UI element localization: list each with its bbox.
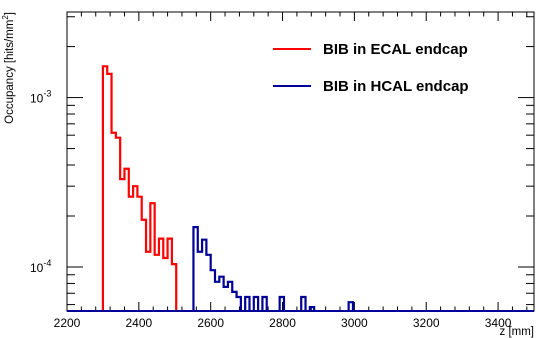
x-tick-label: 2800	[269, 316, 296, 330]
x-axis-ticks: 2200 2400 2600 2800 3000 3200 3400	[54, 12, 528, 330]
histogram-series	[67, 65, 534, 312]
y-axis-title-close: ]	[4, 12, 16, 15]
x-tick-label: 3000	[341, 316, 368, 330]
x-tick-label: 2600	[197, 316, 224, 330]
legend-entry-hcal: BIB in HCAL endcap	[273, 78, 469, 95]
histogram-bin-run	[244, 295, 251, 311]
series-1	[192, 226, 355, 311]
histogram-bin-run	[101, 65, 178, 311]
x-axis-title: z [mm]	[500, 326, 535, 338]
legend: BIB in ECAL endcap BIB in HCAL endcap	[273, 41, 469, 95]
series-0	[101, 65, 178, 311]
y-axis-title: Occupancy [hits/mm2]	[1, 12, 16, 124]
histogram-bin-run	[192, 226, 242, 311]
legend-label-ecal: BIB in ECAL endcap	[323, 41, 468, 58]
histogram-bin-run	[252, 295, 260, 311]
y-axis-title-superscript: 2	[1, 15, 10, 20]
histogram-bin-run	[300, 295, 307, 311]
x-tick-label: 2200	[54, 316, 81, 330]
x-tick-label: 2400	[125, 316, 152, 330]
histogram-bin-run	[261, 295, 268, 311]
y-axis-ticks: 10-4 10-3	[30, 16, 534, 306]
legend-entry-ecal: BIB in ECAL endcap	[273, 41, 468, 58]
x-tick-label: 3400	[485, 316, 512, 330]
y-tick-label: 10-4	[30, 258, 51, 275]
histogram-bin-run	[347, 301, 355, 311]
histogram-bin-run	[278, 295, 286, 311]
legend-label-hcal: BIB in HCAL endcap	[323, 78, 469, 95]
histogram-bin-run	[308, 305, 316, 311]
y-tick-label: 10-3	[30, 89, 51, 106]
y-axis-title-main: Occupancy [hits/mm	[4, 20, 16, 124]
x-tick-label: 3200	[413, 316, 440, 330]
